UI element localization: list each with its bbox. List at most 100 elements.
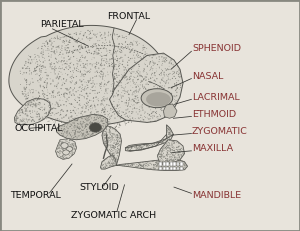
Point (127, 146, 132, 149)
Point (178, 148, 183, 151)
Point (114, 72, 119, 76)
Point (125, 114, 130, 118)
Point (172, 146, 177, 149)
Point (166, 138, 170, 141)
Point (32, 57, 36, 61)
Point (94, 113, 98, 117)
Point (113, 49, 118, 53)
Point (126, 146, 131, 150)
Point (152, 143, 156, 146)
Point (117, 67, 122, 71)
Point (58, 110, 63, 114)
Point (85, 131, 90, 134)
Point (158, 80, 162, 84)
Point (61, 146, 66, 149)
Point (145, 65, 150, 68)
Point (59, 59, 64, 63)
Point (106, 32, 111, 36)
Point (122, 89, 127, 93)
Point (152, 90, 156, 94)
Point (150, 78, 155, 82)
Point (57, 154, 62, 157)
Point (103, 140, 108, 143)
Bar (176, 167, 179, 170)
Point (145, 88, 149, 92)
Point (134, 145, 139, 149)
Point (121, 164, 125, 167)
Point (115, 149, 120, 153)
Point (75, 130, 80, 134)
Point (148, 99, 153, 103)
Point (167, 86, 172, 89)
Point (137, 143, 142, 147)
Point (153, 91, 158, 94)
Point (154, 100, 158, 103)
Point (164, 136, 169, 139)
Point (152, 85, 156, 88)
Point (37, 101, 41, 104)
Point (110, 65, 115, 69)
Point (113, 108, 118, 111)
Point (151, 77, 156, 81)
Point (49, 36, 54, 40)
Point (173, 77, 178, 80)
Point (132, 105, 137, 109)
Point (168, 151, 173, 154)
Point (91, 96, 96, 100)
Point (31, 117, 36, 121)
Point (25, 105, 30, 109)
Point (29, 58, 34, 62)
Point (24, 109, 29, 113)
Point (81, 78, 86, 81)
Point (88, 88, 93, 91)
Point (103, 143, 107, 147)
Point (109, 139, 114, 143)
Point (104, 132, 109, 135)
Point (104, 122, 109, 126)
Point (112, 87, 117, 91)
Point (140, 87, 144, 91)
Point (28, 55, 33, 59)
Point (168, 158, 173, 161)
Point (15, 115, 20, 119)
Point (107, 112, 112, 116)
Point (39, 77, 44, 80)
Point (115, 75, 119, 79)
Point (30, 110, 35, 114)
Point (120, 100, 125, 103)
Point (116, 65, 121, 68)
Point (79, 112, 83, 115)
Point (60, 44, 64, 48)
Point (90, 132, 94, 136)
Point (24, 97, 28, 101)
Point (160, 147, 165, 151)
Point (140, 52, 144, 55)
Point (111, 142, 116, 146)
Point (146, 146, 151, 149)
Point (52, 120, 56, 124)
Point (69, 149, 74, 153)
Point (47, 106, 52, 109)
Point (130, 47, 135, 51)
Point (115, 133, 120, 137)
Point (128, 116, 132, 119)
Point (52, 36, 57, 40)
Point (146, 58, 151, 62)
Point (161, 110, 166, 114)
Point (111, 48, 116, 52)
Point (72, 126, 76, 130)
Point (61, 132, 66, 136)
Point (171, 158, 176, 162)
Point (183, 164, 188, 168)
Point (114, 137, 119, 141)
Point (141, 69, 146, 72)
Point (85, 114, 89, 118)
Point (145, 81, 149, 85)
Point (76, 117, 81, 121)
Point (165, 137, 170, 141)
Point (103, 60, 108, 64)
Point (168, 147, 173, 151)
Point (111, 146, 116, 149)
Point (112, 65, 117, 68)
Point (86, 125, 91, 129)
